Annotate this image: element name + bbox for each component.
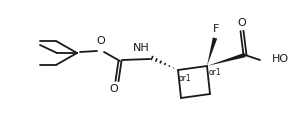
Text: F: F: [213, 24, 219, 34]
Text: NH: NH: [133, 43, 150, 53]
Text: O: O: [97, 36, 105, 46]
Text: O: O: [238, 18, 246, 28]
Polygon shape: [207, 53, 246, 66]
Text: or1: or1: [179, 74, 191, 83]
Text: or1: or1: [209, 68, 221, 77]
Text: HO: HO: [272, 54, 289, 64]
Text: O: O: [110, 84, 118, 94]
Polygon shape: [207, 37, 217, 66]
